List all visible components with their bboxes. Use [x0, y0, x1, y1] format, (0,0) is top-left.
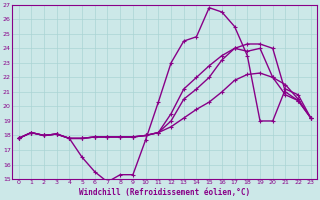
X-axis label: Windchill (Refroidissement éolien,°C): Windchill (Refroidissement éolien,°C) — [79, 188, 250, 197]
